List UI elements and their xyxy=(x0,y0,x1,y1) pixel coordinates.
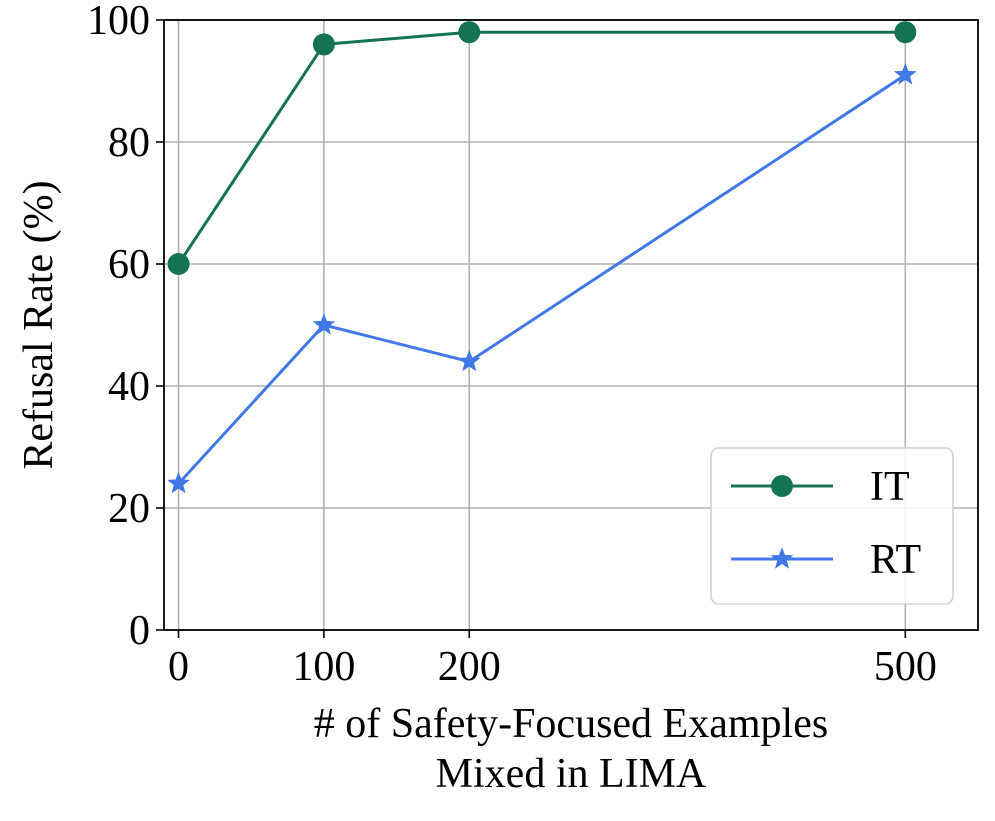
legend-item-it: IT xyxy=(731,464,910,510)
series-it xyxy=(167,21,917,275)
data-point-star xyxy=(312,313,336,335)
y-tick-label: 60 xyxy=(108,242,150,288)
x-axis-title-line-1: # of Safety-Focused Examples xyxy=(314,701,828,747)
series-line-rt xyxy=(177,73,907,485)
legend: IT RT xyxy=(710,447,954,605)
legend-marker-star xyxy=(770,547,794,569)
data-point-circle xyxy=(894,21,917,44)
x-tick-label: 500 xyxy=(874,644,937,690)
x-tick-label: 100 xyxy=(292,644,355,690)
legend-label: IT xyxy=(870,464,910,510)
x-tick-label: 0 xyxy=(168,644,189,690)
y-tick-label: 80 xyxy=(108,120,150,166)
x-tick-label: 200 xyxy=(438,644,501,690)
legend-item-rt: RT xyxy=(731,537,921,583)
y-tick-label: 0 xyxy=(129,608,150,654)
series-line-it xyxy=(177,30,906,265)
data-point-star xyxy=(167,471,190,494)
series-group xyxy=(167,21,917,494)
axis-ticks: 0 20 40 60 80 100 0 100 200 500 xyxy=(87,0,937,690)
y-axis-title: Refusal Rate (%) xyxy=(16,180,62,469)
data-point-circle xyxy=(458,21,481,44)
y-tick-label: 40 xyxy=(108,364,150,410)
legend-marker-circle xyxy=(771,475,793,497)
legend-label: RT xyxy=(870,537,921,583)
data-point-star xyxy=(457,349,481,372)
data-point-star xyxy=(893,62,917,85)
plot-frame xyxy=(163,19,979,631)
y-tick-label: 20 xyxy=(108,486,150,532)
data-point-circle xyxy=(312,33,335,56)
x-axis-title-line-2: Mixed in LIMA xyxy=(436,751,707,797)
y-tick-label: 100 xyxy=(87,0,150,44)
data-point-circle xyxy=(167,253,190,275)
series-rt xyxy=(167,62,917,494)
